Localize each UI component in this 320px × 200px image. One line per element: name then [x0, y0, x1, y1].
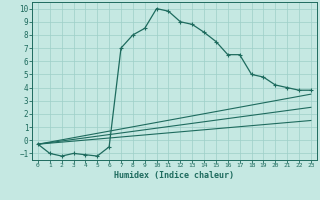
- X-axis label: Humidex (Indice chaleur): Humidex (Indice chaleur): [115, 171, 234, 180]
